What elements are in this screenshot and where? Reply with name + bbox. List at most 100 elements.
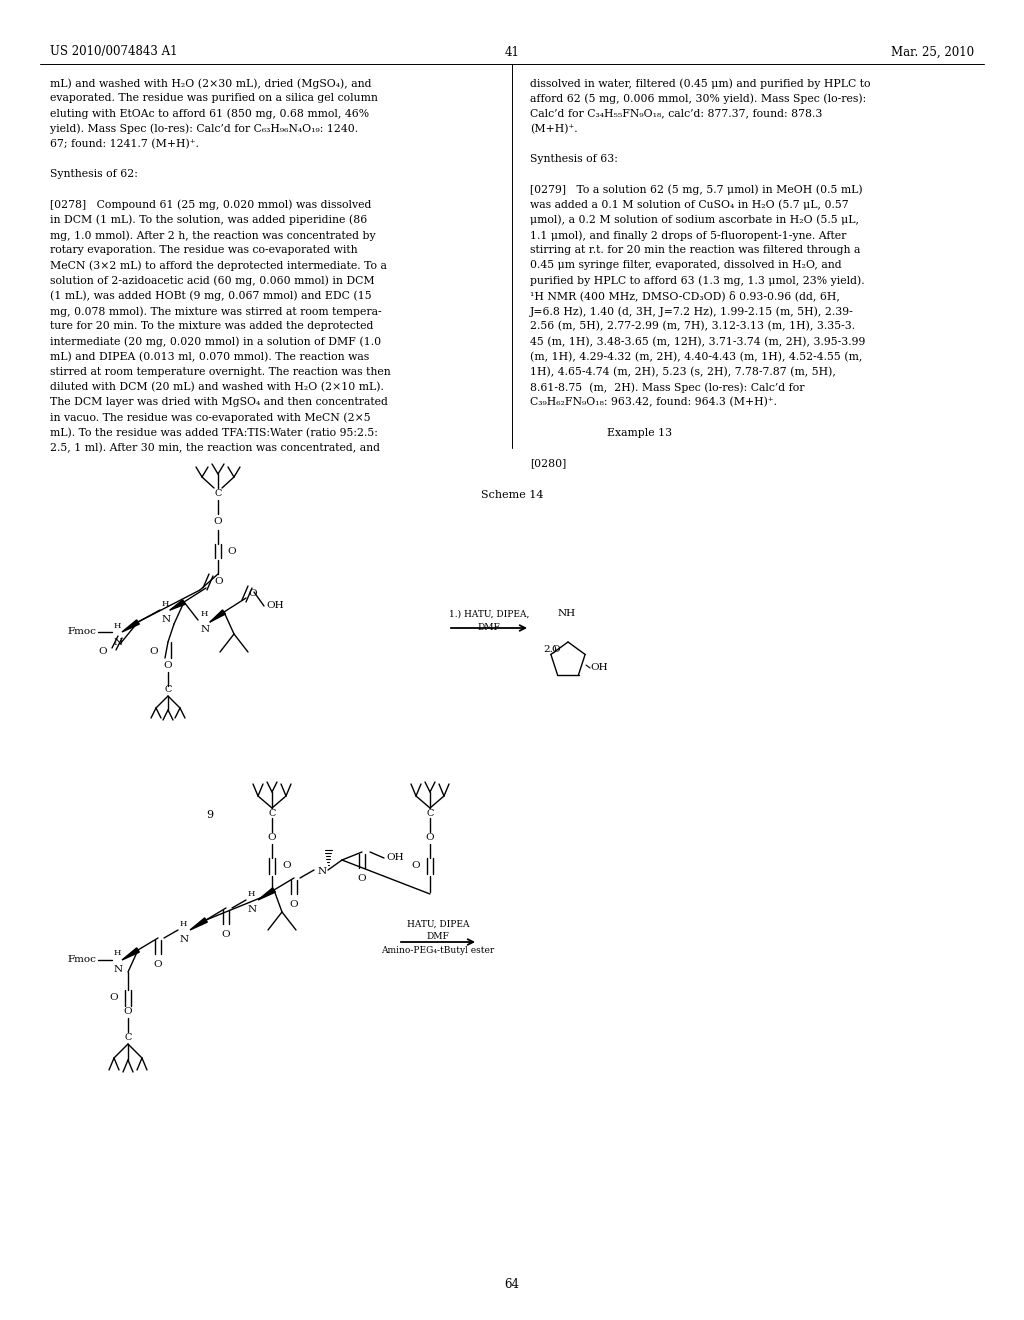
Text: C: C: [426, 809, 434, 818]
Text: Example 13: Example 13: [530, 428, 672, 438]
Text: DMF: DMF: [477, 623, 501, 632]
Polygon shape: [122, 948, 139, 960]
Text: O: O: [282, 862, 291, 870]
Text: C: C: [164, 685, 172, 694]
Text: O: O: [98, 648, 106, 656]
Text: 2.): 2.): [543, 644, 557, 653]
Text: N: N: [248, 906, 257, 913]
Text: O: O: [164, 661, 172, 671]
Text: 1.) HATU, DIPEA,: 1.) HATU, DIPEA,: [449, 610, 529, 619]
Text: J=6.8 Hz), 1.40 (d, 3H, J=7.2 Hz), 1.99-2.15 (m, 5H), 2.39-: J=6.8 Hz), 1.40 (d, 3H, J=7.2 Hz), 1.99-…: [530, 306, 854, 317]
Text: H: H: [162, 601, 169, 609]
Text: (m, 1H), 4.29-4.32 (m, 2H), 4.40-4.43 (m, 1H), 4.52-4.55 (m,: (m, 1H), 4.29-4.32 (m, 2H), 4.40-4.43 (m…: [530, 351, 862, 362]
Text: O: O: [110, 994, 118, 1002]
Text: rotary evaporation. The residue was co-evaporated with: rotary evaporation. The residue was co-e…: [50, 246, 357, 255]
Text: 1H), 4.65-4.74 (m, 2H), 5.23 (s, 2H), 7.78-7.87 (m, 5H),: 1H), 4.65-4.74 (m, 2H), 5.23 (s, 2H), 7.…: [530, 367, 836, 378]
Text: intermediate (20 mg, 0.020 mmol) in a solution of DMF (1.0: intermediate (20 mg, 0.020 mmol) in a so…: [50, 337, 381, 347]
Text: O: O: [426, 833, 434, 842]
Text: Synthesis of 63:: Synthesis of 63:: [530, 154, 617, 164]
Text: 1.1 μmol), and finally 2 drops of 5-fluoropent-1-yne. After: 1.1 μmol), and finally 2 drops of 5-fluo…: [530, 230, 847, 240]
Text: 9: 9: [207, 810, 214, 820]
Text: was added a 0.1 M solution of CuSO₄ in H₂O (5.7 μL, 0.57: was added a 0.1 M solution of CuSO₄ in H…: [530, 199, 849, 210]
Text: The DCM layer was dried with MgSO₄ and then concentrated: The DCM layer was dried with MgSO₄ and t…: [50, 397, 388, 407]
Text: O: O: [412, 862, 420, 870]
Text: OH: OH: [386, 854, 403, 862]
Text: 41: 41: [505, 45, 519, 58]
Text: O: O: [214, 517, 222, 527]
Text: Amino-PEG₄-tButyl ester: Amino-PEG₄-tButyl ester: [381, 946, 495, 954]
Text: N: N: [162, 615, 171, 624]
Text: yield). Mass Spec (lo-res): Calc’d for C₆₃H₉₆N₄O₁₉: 1240.: yield). Mass Spec (lo-res): Calc’d for C…: [50, 124, 358, 135]
Text: DMF: DMF: [427, 932, 450, 941]
Text: NH: NH: [558, 609, 577, 618]
Text: H: H: [201, 610, 208, 618]
Text: O: O: [150, 648, 158, 656]
Text: H: H: [114, 622, 122, 630]
Text: mg, 0.078 mmol). The mixture was stirred at room tempera-: mg, 0.078 mmol). The mixture was stirred…: [50, 306, 382, 317]
Text: 67; found: 1241.7 (M+H)⁺.: 67; found: 1241.7 (M+H)⁺.: [50, 139, 199, 149]
Polygon shape: [122, 620, 139, 632]
Text: O: O: [267, 833, 276, 842]
Polygon shape: [170, 599, 185, 610]
Text: Fmoc: Fmoc: [68, 956, 96, 965]
Polygon shape: [258, 888, 275, 900]
Text: OH: OH: [266, 602, 284, 610]
Text: HATU, DIPEA: HATU, DIPEA: [407, 920, 469, 929]
Text: 2.5, 1 ml). After 30 min, the reaction was concentrated, and: 2.5, 1 ml). After 30 min, the reaction w…: [50, 442, 380, 453]
Text: 0.45 μm syringe filter, evaporated, dissolved in H₂O, and: 0.45 μm syringe filter, evaporated, diss…: [530, 260, 842, 271]
Text: N: N: [318, 867, 327, 876]
Text: H: H: [114, 949, 122, 957]
Text: O: O: [551, 644, 560, 653]
Text: N: N: [114, 965, 123, 974]
Text: purified by HPLC to afford 63 (1.3 mg, 1.3 μmol, 23% yield).: purified by HPLC to afford 63 (1.3 mg, 1…: [530, 276, 864, 286]
Text: N: N: [180, 935, 189, 944]
Text: H: H: [248, 890, 255, 898]
Text: ture for 20 min. To the mixture was added the deprotected: ture for 20 min. To the mixture was adde…: [50, 321, 374, 331]
Text: 45 (m, 1H), 3.48-3.65 (m, 12H), 3.71-3.74 (m, 2H), 3.95-3.99: 45 (m, 1H), 3.48-3.65 (m, 12H), 3.71-3.7…: [530, 337, 865, 347]
Text: 8.61-8.75  (m,  2H). Mass Spec (lo-res): Calc’d for: 8.61-8.75 (m, 2H). Mass Spec (lo-res): C…: [530, 381, 805, 392]
Text: Calc’d for C₃₄H₅₅FN₉O₁₈, calc’d: 877.37, found: 878.3: Calc’d for C₃₄H₅₅FN₉O₁₈, calc’d: 877.37,…: [530, 108, 822, 119]
Text: μmol), a 0.2 M solution of sodium ascorbate in H₂O (5.5 μL,: μmol), a 0.2 M solution of sodium ascorb…: [530, 215, 859, 226]
Text: Mar. 25, 2010: Mar. 25, 2010: [891, 45, 974, 58]
Text: C: C: [124, 1034, 132, 1043]
Polygon shape: [210, 610, 225, 622]
Text: O: O: [227, 546, 236, 556]
Text: mL). To the residue was added TFA:TIS:Water (ratio 95:2.5:: mL). To the residue was added TFA:TIS:Wa…: [50, 428, 378, 438]
Text: C: C: [268, 809, 275, 818]
Text: O: O: [248, 589, 257, 598]
Text: N: N: [114, 638, 123, 647]
Text: [0278]   Compound 61 (25 mg, 0.020 mmol) was dissolved: [0278] Compound 61 (25 mg, 0.020 mmol) w…: [50, 199, 372, 210]
Text: ¹H NMR (400 MHz, DMSO-CD₃OD) δ 0.93-0.96 (dd, 6H,: ¹H NMR (400 MHz, DMSO-CD₃OD) δ 0.93-0.96…: [530, 290, 840, 301]
Text: mg, 1.0 mmol). After 2 h, the reaction was concentrated by: mg, 1.0 mmol). After 2 h, the reaction w…: [50, 230, 376, 240]
Text: Scheme 14: Scheme 14: [480, 490, 544, 500]
Text: in DCM (1 mL). To the solution, was added piperidine (86: in DCM (1 mL). To the solution, was adde…: [50, 215, 368, 226]
Text: stirring at r.t. for 20 min the reaction was filtered through a: stirring at r.t. for 20 min the reaction…: [530, 246, 860, 255]
Text: in vacuo. The residue was co-evaporated with MeCN (2×5: in vacuo. The residue was co-evaporated …: [50, 412, 371, 422]
Text: afford 62 (5 mg, 0.006 mmol, 30% yield). Mass Spec (lo-res):: afford 62 (5 mg, 0.006 mmol, 30% yield).…: [530, 94, 866, 104]
Text: mL) and DIPEA (0.013 ml, 0.070 mmol). The reaction was: mL) and DIPEA (0.013 ml, 0.070 mmol). Th…: [50, 351, 370, 362]
Text: (1 mL), was added HOBt (9 mg, 0.067 mmol) and EDC (15: (1 mL), was added HOBt (9 mg, 0.067 mmol…: [50, 290, 372, 301]
Text: Fmoc: Fmoc: [68, 627, 96, 636]
Text: O: O: [290, 900, 298, 909]
Text: MeCN (3×2 mL) to afford the deprotected intermediate. To a: MeCN (3×2 mL) to afford the deprotected …: [50, 260, 387, 271]
Text: stirred at room temperature overnight. The reaction was then: stirred at room temperature overnight. T…: [50, 367, 391, 376]
Text: eluting with EtOAc to afford 61 (850 mg, 0.68 mmol, 46%: eluting with EtOAc to afford 61 (850 mg,…: [50, 108, 369, 119]
Text: O: O: [357, 874, 367, 883]
Text: 64: 64: [505, 1279, 519, 1291]
Text: diluted with DCM (20 mL) and washed with H₂O (2×10 mL).: diluted with DCM (20 mL) and washed with…: [50, 381, 384, 392]
Text: [0279]   To a solution 62 (5 mg, 5.7 μmol) in MeOH (0.5 mL): [0279] To a solution 62 (5 mg, 5.7 μmol)…: [530, 185, 862, 195]
Text: C: C: [214, 490, 221, 499]
Text: 2.56 (m, 5H), 2.77-2.99 (m, 7H), 3.12-3.13 (m, 1H), 3.35-3.: 2.56 (m, 5H), 2.77-2.99 (m, 7H), 3.12-3.…: [530, 321, 855, 331]
Text: OH: OH: [590, 664, 607, 672]
Text: O: O: [221, 931, 230, 939]
Text: O: O: [214, 578, 222, 586]
Text: mL) and washed with H₂O (2×30 mL), dried (MgSO₄), and: mL) and washed with H₂O (2×30 mL), dried…: [50, 78, 372, 88]
Polygon shape: [190, 917, 207, 931]
Text: [0280]: [0280]: [530, 458, 566, 469]
Text: US 2010/0074843 A1: US 2010/0074843 A1: [50, 45, 177, 58]
Text: dissolved in water, filtered (0.45 μm) and purified by HPLC to: dissolved in water, filtered (0.45 μm) a…: [530, 78, 870, 88]
Text: H: H: [180, 920, 187, 928]
Text: O: O: [154, 960, 163, 969]
Text: N: N: [201, 624, 210, 634]
Text: solution of 2-azidoacetic acid (60 mg, 0.060 mmol) in DCM: solution of 2-azidoacetic acid (60 mg, 0…: [50, 276, 375, 286]
